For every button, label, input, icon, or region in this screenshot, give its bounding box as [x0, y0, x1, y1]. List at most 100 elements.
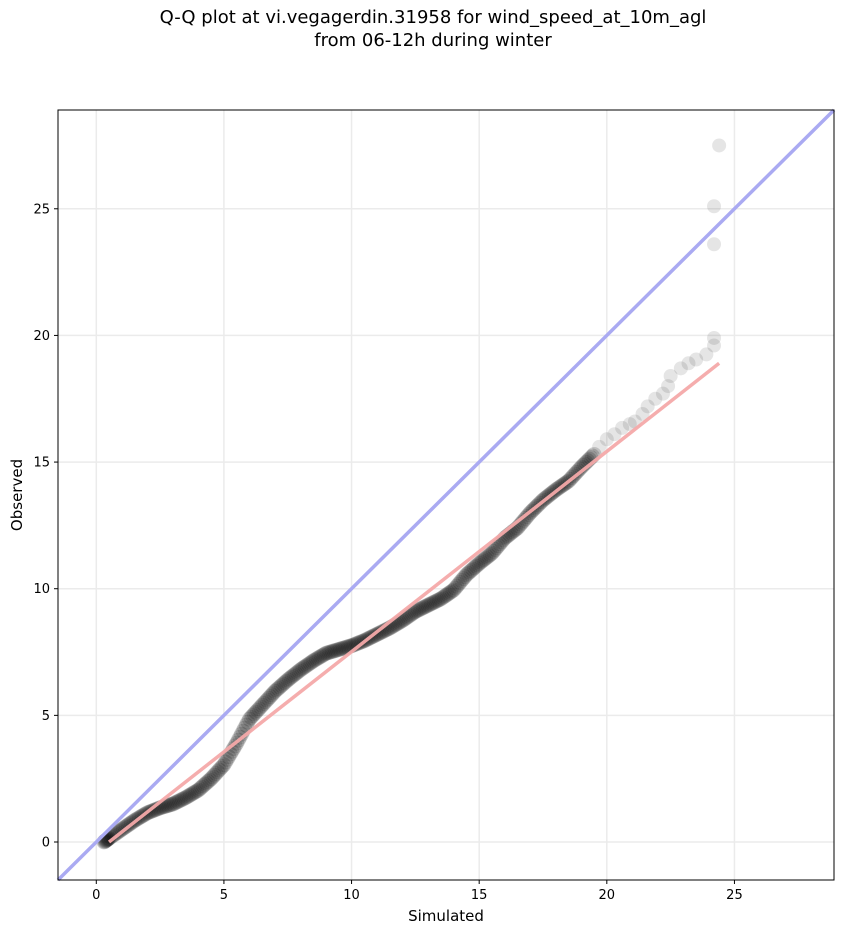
qq-point	[321, 644, 337, 660]
qq-point	[194, 779, 210, 795]
qq-point	[312, 649, 328, 665]
y-tick-label: 10	[33, 582, 50, 597]
qq-point	[300, 656, 316, 672]
qq-point	[315, 647, 331, 663]
qq-point	[240, 714, 256, 730]
qq-point	[249, 702, 265, 718]
qq-point	[316, 646, 332, 662]
y-axis-label: Observed	[8, 459, 26, 531]
qq-point	[406, 605, 422, 621]
qq-point	[248, 704, 264, 720]
qq-point	[264, 687, 280, 703]
qq-point	[425, 595, 441, 611]
qq-point	[466, 560, 482, 576]
qq-point	[455, 571, 471, 587]
qq-point	[190, 782, 206, 798]
qq-point	[243, 709, 259, 725]
qq-point	[486, 543, 502, 559]
qq-point	[246, 706, 262, 722]
qq-point	[423, 596, 439, 612]
qq-point	[296, 660, 312, 676]
qq-point	[516, 512, 532, 528]
x-tick-label: 20	[599, 888, 616, 903]
qq-point	[407, 604, 423, 620]
qq-point	[294, 661, 310, 677]
qq-point	[573, 459, 589, 475]
qq-point	[206, 767, 222, 783]
qq-point	[398, 610, 414, 626]
qq-point	[599, 432, 614, 447]
qq-point	[404, 606, 420, 622]
qq-point	[463, 563, 479, 579]
qq-point	[427, 594, 443, 610]
qq-point	[285, 668, 301, 684]
qq-point	[615, 420, 630, 435]
data-points	[96, 138, 727, 850]
qq-point	[635, 406, 650, 421]
qq-point	[371, 626, 387, 642]
qq-point	[261, 690, 277, 706]
qq-point	[442, 584, 458, 600]
qq-point	[462, 564, 478, 580]
qq-point	[171, 793, 187, 809]
qq-point	[174, 791, 190, 807]
qq-point	[302, 655, 318, 671]
x-tick-label: 0	[92, 888, 100, 903]
qq-point	[332, 641, 348, 657]
qq-point	[280, 672, 296, 688]
qq-point	[241, 711, 257, 727]
reference-lines	[56, 108, 836, 882]
qq-point	[253, 699, 269, 715]
qq-point	[233, 726, 249, 742]
qq-point	[433, 591, 449, 607]
y-tick-label: 5	[42, 709, 50, 724]
qq-point	[289, 664, 305, 680]
qq-point	[216, 757, 232, 773]
qq-point	[160, 797, 176, 813]
qq-point	[484, 545, 500, 561]
qq-point	[208, 765, 224, 781]
qq-point	[470, 557, 486, 573]
qq-point	[211, 762, 227, 778]
qq-point	[186, 785, 202, 801]
qq-point	[109, 825, 125, 841]
qq-point	[257, 694, 273, 710]
qq-point	[490, 538, 506, 554]
qq-point	[465, 561, 481, 577]
plot-frame	[57, 109, 835, 881]
qq-point	[308, 651, 324, 667]
qq-point	[173, 792, 189, 808]
qq-point	[374, 624, 390, 640]
qq-point	[514, 514, 530, 530]
qq-point	[468, 558, 484, 574]
qq-point	[307, 652, 323, 668]
qq-point	[414, 600, 430, 616]
qq-point	[457, 569, 473, 585]
qq-point	[305, 653, 321, 669]
qq-point	[165, 796, 181, 812]
qq-point	[648, 391, 663, 406]
qq-point	[401, 608, 417, 624]
qq-point	[297, 658, 313, 674]
qq-point	[203, 771, 219, 787]
qq-point	[447, 580, 463, 596]
qq-point	[310, 650, 326, 666]
qq-point	[106, 827, 122, 843]
qq-point	[147, 802, 163, 818]
qq-point	[454, 572, 470, 588]
qq-point	[446, 582, 462, 598]
qq-point	[415, 600, 431, 616]
qq-point	[286, 667, 302, 683]
qq-point	[283, 669, 299, 685]
qq-point	[168, 794, 184, 810]
qq-point	[192, 781, 208, 797]
qq-point	[489, 540, 505, 556]
qq-point	[436, 589, 452, 605]
qq-point	[673, 361, 688, 376]
qq-point	[259, 692, 275, 708]
qq-point	[320, 645, 336, 661]
qq-point	[288, 666, 304, 682]
qq-point	[640, 399, 655, 414]
y-tick-label: 0	[42, 836, 50, 851]
